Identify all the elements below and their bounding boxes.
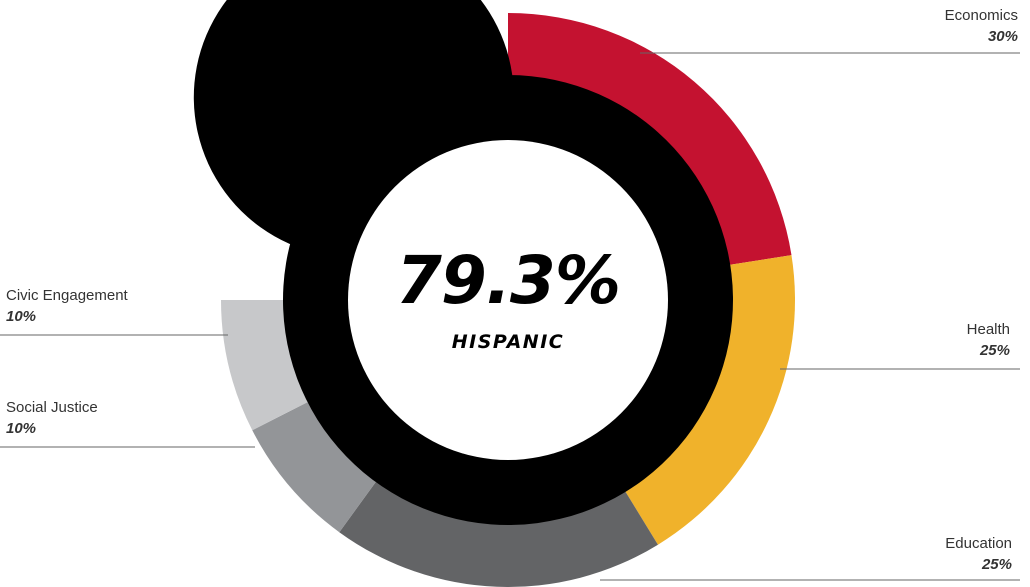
center-value: 79.3% bbox=[396, 242, 620, 319]
label-health: Health bbox=[967, 321, 1010, 338]
value-social-justice: 10% bbox=[6, 420, 36, 437]
label-education: Education bbox=[945, 535, 1012, 552]
value-civic-engagement: 10% bbox=[6, 308, 36, 325]
slice-social-justice bbox=[252, 402, 376, 533]
label-social-justice: Social Justice bbox=[6, 399, 98, 416]
category-labels: Economics 30% Health 25% Education 25% Social … bbox=[6, 7, 1018, 573]
value-education: 25% bbox=[981, 556, 1012, 573]
label-civic-engagement: Civic Engagement bbox=[6, 287, 129, 304]
center-hole bbox=[348, 140, 668, 460]
label-economics: Economics bbox=[945, 7, 1018, 24]
value-health: 25% bbox=[979, 342, 1010, 359]
leader-lines bbox=[0, 52, 1020, 581]
value-economics: 30% bbox=[988, 28, 1018, 45]
center-label: HISPANIC bbox=[452, 331, 564, 353]
